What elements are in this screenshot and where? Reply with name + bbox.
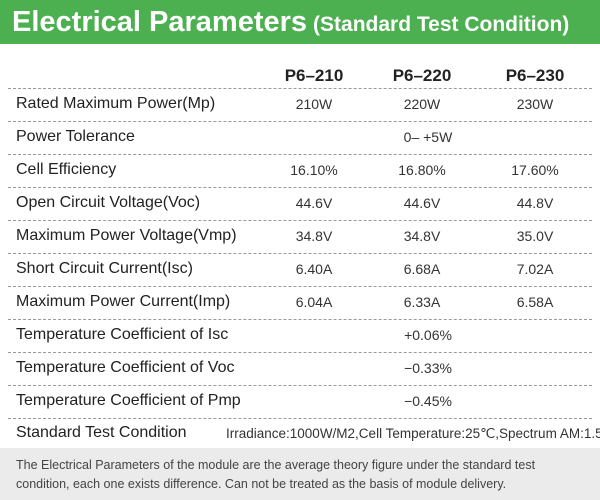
row-label: Maximum Power Current(Imp) bbox=[16, 293, 231, 310]
row-value: 7.02A bbox=[516, 261, 554, 277]
row-value: 44.6V bbox=[403, 195, 441, 211]
row-label: Open Circuit Voltage(Voc) bbox=[16, 194, 201, 211]
table-row: Maximum Power Voltage(Vmp) 34.8V 34.8V 3… bbox=[8, 220, 592, 254]
row-value: 44.8V bbox=[516, 195, 554, 211]
row-label: Temperature Coefficient of Isc bbox=[16, 326, 229, 343]
column-header-p6-230: P6–230 bbox=[505, 66, 565, 85]
page-title: Electrical Parameters bbox=[12, 6, 308, 38]
table-row: Maximum Power Current(Imp) 6.04A 6.33A 6… bbox=[8, 286, 592, 320]
column-header-p6-220: P6–220 bbox=[392, 66, 452, 85]
row-label: Temperature Coefficient of Voc bbox=[16, 359, 235, 376]
table-row: Power Tolerance 0– +5W bbox=[8, 121, 592, 155]
row-span-value: +0.06% bbox=[404, 327, 452, 343]
row-value: 16.10% bbox=[290, 162, 338, 178]
table-row: Temperature Coefficient of Pmp −0.45% bbox=[8, 385, 592, 419]
standard-test-condition-label: Standard Test Condition bbox=[16, 424, 187, 441]
row-value: 35.0V bbox=[516, 228, 554, 244]
row-label: Power Tolerance bbox=[16, 128, 135, 145]
title-banner: Electrical Parameters (Standard Test Con… bbox=[0, 0, 600, 44]
row-value: 230W bbox=[516, 96, 554, 112]
row-value: 220W bbox=[403, 96, 441, 112]
table-row: Cell Efficiency 16.10% 16.80% 17.60% bbox=[8, 154, 592, 188]
row-span-value: 0– +5W bbox=[403, 129, 453, 145]
row-span-value: −0.45% bbox=[404, 393, 452, 409]
row-label: Maximum Power Voltage(Vmp) bbox=[16, 227, 237, 244]
row-label: Temperature Coefficient of Pmp bbox=[16, 392, 241, 409]
footnote: The Electrical Parameters of the module … bbox=[0, 448, 600, 500]
table-top-divider bbox=[8, 88, 592, 89]
table-row: Temperature Coefficient of Voc −0.33% bbox=[8, 352, 592, 386]
row-value: 6.04A bbox=[295, 294, 333, 310]
row-value: 34.8V bbox=[295, 228, 333, 244]
table-row: Temperature Coefficient of Isc +0.06% bbox=[8, 319, 592, 353]
row-value: 44.6V bbox=[295, 195, 333, 211]
table-row: Rated Maximum Power(Mp) 210W 220W 230W bbox=[8, 88, 592, 122]
column-header-p6-210: P6–210 bbox=[284, 66, 344, 85]
row-value: 16.80% bbox=[398, 162, 446, 178]
row-label: Short Circuit Current(Isc) bbox=[16, 260, 193, 277]
row-value: 6.58A bbox=[516, 294, 554, 310]
row-label: Rated Maximum Power(Mp) bbox=[16, 95, 216, 112]
table-row: Open Circuit Voltage(Voc) 44.6V 44.6V 44… bbox=[8, 187, 592, 221]
row-value: 6.40A bbox=[295, 261, 333, 277]
row-span-value: −0.33% bbox=[404, 360, 452, 376]
row-value: 210W bbox=[295, 96, 333, 112]
row-label: Cell Efficiency bbox=[16, 161, 117, 178]
table-row: Short Circuit Current(Isc) 6.40A 6.68A 7… bbox=[8, 253, 592, 287]
row-value: 17.60% bbox=[511, 162, 559, 178]
row-value: 6.68A bbox=[403, 261, 441, 277]
row-value: 6.33A bbox=[403, 294, 441, 310]
page-subtitle: (Standard Test Condition) bbox=[313, 13, 570, 36]
standard-test-condition-value: Irradiance:1000W/M2,Cell Temperature:25℃… bbox=[226, 426, 600, 441]
row-value: 34.8V bbox=[403, 228, 441, 244]
